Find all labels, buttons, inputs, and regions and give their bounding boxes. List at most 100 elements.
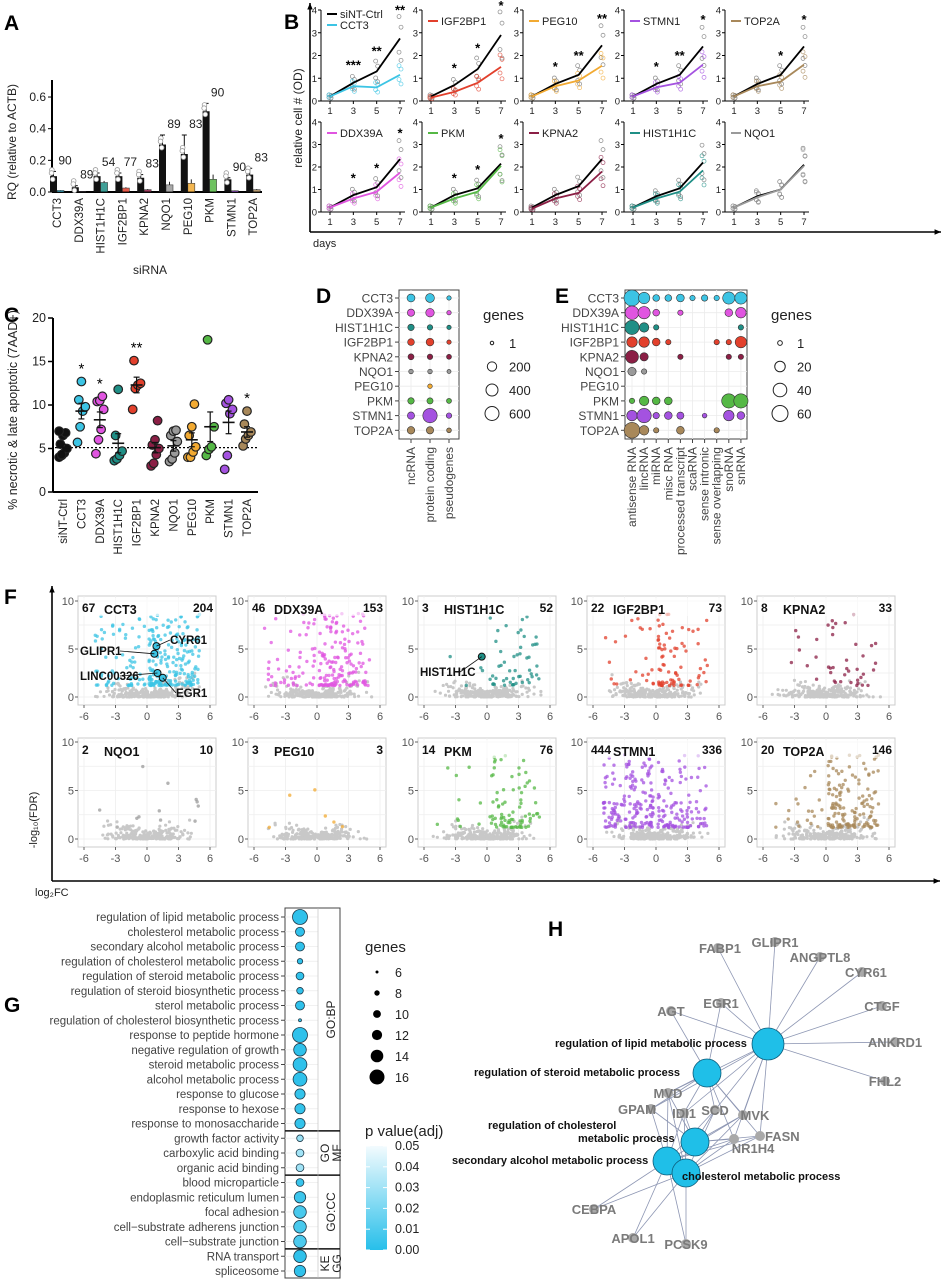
f-gene-point-nonsignificant xyxy=(180,686,184,690)
f-gene-point-nonsignificant xyxy=(636,682,640,686)
f-gene-point-significant xyxy=(148,683,152,687)
f-gene-point-significant xyxy=(176,682,181,686)
f-gene-point-significant xyxy=(843,673,847,677)
f-gene-point-significant xyxy=(520,617,525,622)
a-replicate-point xyxy=(137,178,143,184)
bubble-stmn1 xyxy=(445,412,453,419)
b-x-tick-label: 7 xyxy=(599,217,604,228)
f-gene-point-nonsignificant xyxy=(170,826,174,830)
f-gene-point-nonsignificant xyxy=(793,693,797,698)
f-gene-point-significant xyxy=(353,670,358,674)
f-gene-point-significant xyxy=(194,637,198,642)
f-x-tick-label: -3 xyxy=(790,711,800,723)
f-gene-point-nonsignificant xyxy=(499,684,503,689)
f-gene-point-nonsignificant xyxy=(861,836,865,840)
a-bar-knockdown xyxy=(165,184,174,193)
size-legend-circle xyxy=(774,360,786,373)
f-gene-point-nonsignificant xyxy=(532,692,536,696)
bubble-pkm xyxy=(664,396,673,406)
f-gene-point-significant xyxy=(327,673,331,678)
b-control-line xyxy=(531,44,603,98)
f-gene-point-significant xyxy=(457,798,461,802)
f-gene-point-nonsignificant xyxy=(852,835,856,839)
b-y-tick-label: 1 xyxy=(716,74,721,85)
f-gene-point-nonsignificant xyxy=(481,827,485,831)
f-gene-point-nonsignificant xyxy=(144,829,148,833)
f-gene-point-significant xyxy=(317,668,322,673)
f-gene-point-nonsignificant xyxy=(356,694,361,698)
f-gene-point-nonsignificant xyxy=(358,837,362,841)
f-gene-point-nonsignificant xyxy=(799,680,803,685)
f-gene-point-significant xyxy=(534,635,538,639)
f-label-backdrop xyxy=(250,740,384,758)
f-gene-point-nonsignificant xyxy=(614,692,618,696)
bubble-ddx39a xyxy=(407,308,415,317)
f-gene-point-significant xyxy=(172,670,176,674)
c-y-axis-label: % necrotic & late apoptotic (7AAD+) xyxy=(6,310,20,510)
f-gene-point-significant xyxy=(687,627,691,632)
f-gene-point-nonsignificant xyxy=(286,692,290,696)
f-gene-point-nonsignificant xyxy=(475,692,480,696)
b-replicate-point-control xyxy=(755,87,761,93)
f-gene-point-significant xyxy=(682,817,687,821)
f-gene-point-significant xyxy=(679,774,684,779)
f-x-tick-label: -6 xyxy=(79,853,89,865)
f-gene-point-nonsignificant xyxy=(305,690,309,695)
f-gene-point-nonsignificant xyxy=(678,835,683,839)
f-gene-point-significant xyxy=(141,677,145,681)
bubble-kpna2 xyxy=(639,352,649,362)
f-gene-point-significant xyxy=(520,680,525,685)
f-gene-point-significant xyxy=(191,682,196,687)
f-gene-point-significant xyxy=(340,673,344,678)
f-gene-point-nonsignificant xyxy=(528,833,532,837)
b-replicate-point-control xyxy=(499,152,505,158)
f-gene-point-nonsignificant xyxy=(811,689,815,693)
f-gene-point-nonsignificant xyxy=(141,830,145,834)
f-gene-point-significant xyxy=(685,808,689,813)
f-gene-point-nonsignificant xyxy=(454,837,458,841)
f-gene-point-significant xyxy=(323,657,328,661)
f-x-tick-label: -6 xyxy=(588,711,598,723)
f-gene-point-significant xyxy=(184,679,188,683)
f-gene-point-significant xyxy=(680,820,684,824)
f-gene-point-significant xyxy=(477,822,481,826)
f-gene-point-nonsignificant xyxy=(357,670,361,674)
bubble-cct3 xyxy=(664,294,672,302)
f-gene-point-nonsignificant xyxy=(300,689,304,693)
f-gene-point-significant xyxy=(678,780,682,785)
f-gene-point-significant xyxy=(165,664,170,669)
b-replicate-point-knockdown xyxy=(551,78,557,84)
f-gene-point-significant xyxy=(537,677,541,681)
f-gene-point-nonsignificant xyxy=(839,693,843,698)
f-gene-point-nonsignificant xyxy=(136,695,140,699)
bubble-cct3 xyxy=(425,293,435,303)
f-gene-point-significant xyxy=(188,680,192,684)
f-gene-point-significant xyxy=(97,808,102,812)
f-gene-point-significant xyxy=(661,769,665,774)
f-gene-point-significant xyxy=(112,671,117,675)
b-significance-star: ** xyxy=(597,11,608,26)
f-gene-point-significant xyxy=(656,825,660,830)
f-gene-point-nonsignificant xyxy=(105,833,109,837)
f-gene-point-nonsignificant xyxy=(177,693,182,698)
b-y-tick-label: 0 xyxy=(615,208,620,219)
bubble-igf2bp1 xyxy=(734,336,747,349)
a-bar-control xyxy=(137,177,145,192)
f-gene-point-significant xyxy=(308,681,312,685)
f-gene-point-nonsignificant xyxy=(143,686,148,691)
f-gene-point-significant xyxy=(502,660,507,664)
f-gene-point-nonsignificant xyxy=(317,836,321,840)
f-gene-point-significant xyxy=(607,815,611,819)
c-data-point xyxy=(117,446,127,457)
f-gene-point-nonsignificant xyxy=(447,836,451,841)
f-gene-point-nonsignificant xyxy=(501,833,505,837)
b-replicate-point-control xyxy=(755,199,761,205)
column-label: miRNA xyxy=(649,447,663,485)
f-gene-point-nonsignificant xyxy=(128,689,132,693)
f-gene-point-significant xyxy=(514,681,518,686)
f-gene-point-significant xyxy=(304,633,308,637)
f-gene-point-significant xyxy=(266,666,271,671)
b-replicate-point-knockdown xyxy=(678,86,684,92)
f-gene-point-significant xyxy=(174,663,178,668)
f-gene-point-nonsignificant xyxy=(126,833,130,838)
